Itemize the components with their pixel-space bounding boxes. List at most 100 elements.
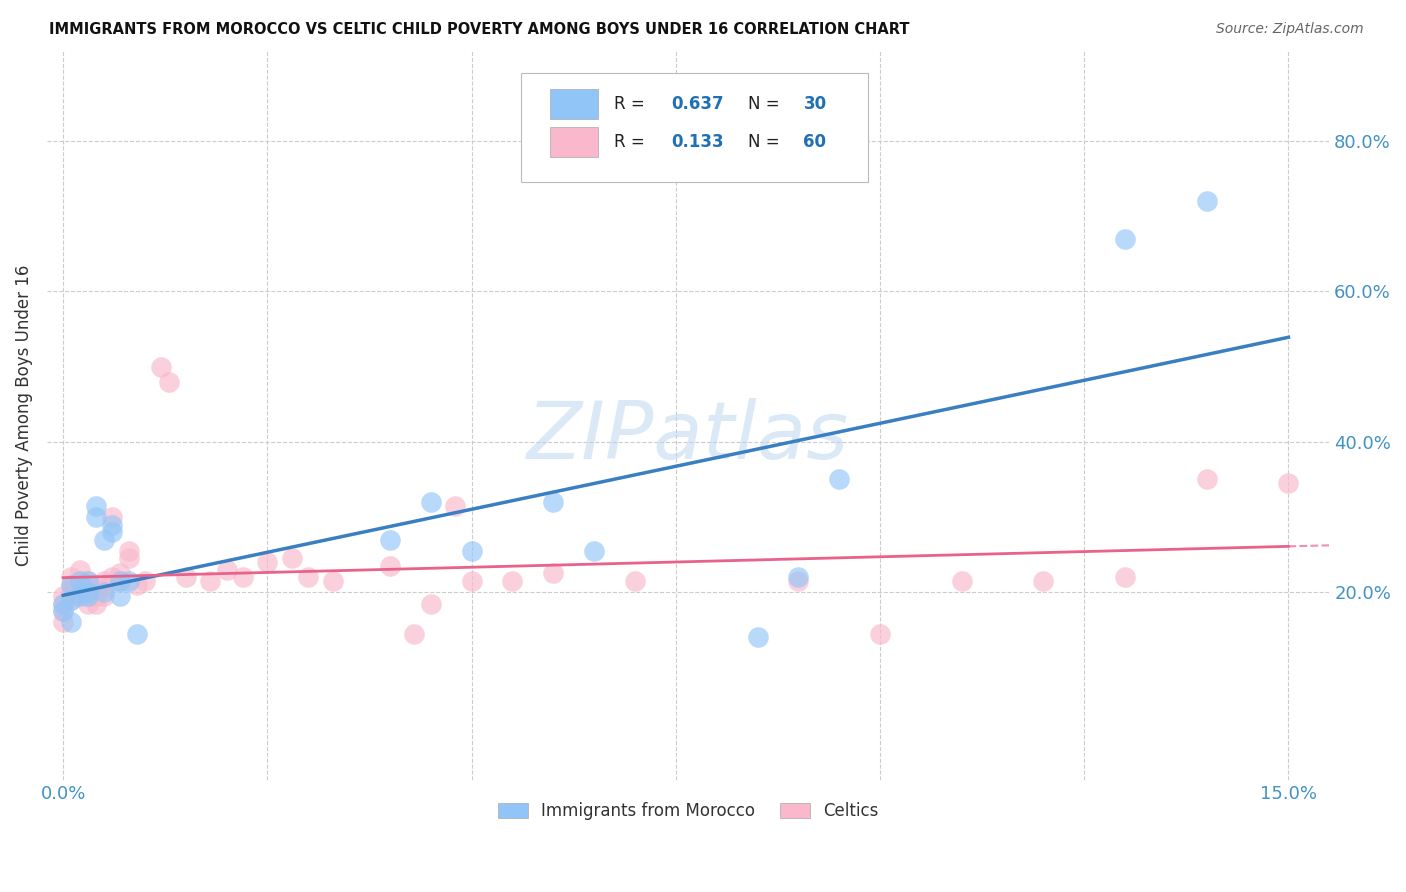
Point — [84, 589, 107, 603]
Point — [869, 626, 891, 640]
Point — [84, 499, 107, 513]
Point — [150, 359, 173, 374]
Point — [52, 615, 75, 630]
Point — [101, 570, 124, 584]
Point — [419, 597, 441, 611]
Text: ZIPatlas: ZIPatlas — [527, 399, 849, 476]
Point — [117, 574, 139, 588]
Point — [52, 597, 75, 611]
Point — [60, 570, 83, 584]
FancyBboxPatch shape — [522, 72, 868, 182]
Point — [101, 510, 124, 524]
Point — [460, 544, 482, 558]
Point — [84, 582, 107, 596]
Point — [378, 533, 401, 547]
Point — [1195, 472, 1218, 486]
Point — [84, 510, 107, 524]
Point — [101, 517, 124, 532]
Point — [76, 574, 98, 588]
Point — [93, 533, 115, 547]
Point — [583, 544, 606, 558]
Point — [1032, 574, 1054, 588]
Point — [134, 574, 156, 588]
Point — [110, 589, 132, 603]
Point — [787, 570, 810, 584]
Text: 0.637: 0.637 — [672, 95, 724, 113]
Point — [747, 631, 769, 645]
Point — [444, 499, 467, 513]
Point — [543, 566, 565, 581]
Point — [101, 525, 124, 540]
Point — [69, 574, 91, 588]
Point — [501, 574, 523, 588]
Text: N =: N = — [748, 95, 785, 113]
Point — [1195, 194, 1218, 208]
Legend: Immigrants from Morocco, Celtics: Immigrants from Morocco, Celtics — [491, 796, 886, 827]
Point — [543, 495, 565, 509]
Text: N =: N = — [748, 133, 785, 151]
Text: IMMIGRANTS FROM MOROCCO VS CELTIC CHILD POVERTY AMONG BOYS UNDER 16 CORRELATION : IMMIGRANTS FROM MOROCCO VS CELTIC CHILD … — [49, 22, 910, 37]
Point — [60, 585, 83, 599]
Point — [215, 563, 238, 577]
Point — [419, 495, 441, 509]
Point — [69, 563, 91, 577]
Point — [52, 604, 75, 618]
Point — [404, 626, 426, 640]
Point — [297, 570, 319, 584]
Point — [60, 578, 83, 592]
Point — [76, 582, 98, 596]
Point — [69, 574, 91, 588]
Point — [117, 544, 139, 558]
Point — [117, 551, 139, 566]
Point — [52, 597, 75, 611]
Point — [69, 582, 91, 596]
Text: 60: 60 — [803, 133, 827, 151]
Point — [93, 589, 115, 603]
Point — [157, 375, 180, 389]
Point — [200, 574, 222, 588]
FancyBboxPatch shape — [550, 127, 599, 157]
Point — [76, 585, 98, 599]
Point — [76, 597, 98, 611]
Point — [60, 615, 83, 630]
Point — [828, 472, 851, 486]
Point — [110, 566, 132, 581]
Point — [256, 555, 278, 569]
Point — [52, 604, 75, 618]
Point — [93, 574, 115, 588]
Text: 0.133: 0.133 — [672, 133, 724, 151]
Point — [1114, 232, 1136, 246]
Point — [93, 582, 115, 596]
Text: R =: R = — [613, 133, 655, 151]
Point — [69, 589, 91, 603]
Point — [69, 589, 91, 603]
Point — [60, 592, 83, 607]
Text: Source: ZipAtlas.com: Source: ZipAtlas.com — [1216, 22, 1364, 37]
Point — [281, 551, 304, 566]
Point — [322, 574, 344, 588]
Point — [950, 574, 973, 588]
Point — [52, 589, 75, 603]
FancyBboxPatch shape — [550, 88, 599, 120]
Point — [60, 592, 83, 607]
Point — [125, 626, 148, 640]
Point — [1114, 570, 1136, 584]
Point — [174, 570, 197, 584]
Text: 30: 30 — [803, 95, 827, 113]
Point — [460, 574, 482, 588]
Point — [84, 597, 107, 611]
Point — [76, 589, 98, 603]
Y-axis label: Child Poverty Among Boys Under 16: Child Poverty Among Boys Under 16 — [15, 265, 32, 566]
Point — [60, 578, 83, 592]
Text: R =: R = — [613, 95, 650, 113]
Point — [110, 574, 132, 588]
Point — [232, 570, 254, 584]
Point — [93, 585, 115, 599]
Point — [76, 589, 98, 603]
Point — [787, 574, 810, 588]
Point — [378, 558, 401, 573]
Point — [1277, 476, 1299, 491]
Point — [110, 574, 132, 588]
Point — [624, 574, 647, 588]
Point — [125, 578, 148, 592]
